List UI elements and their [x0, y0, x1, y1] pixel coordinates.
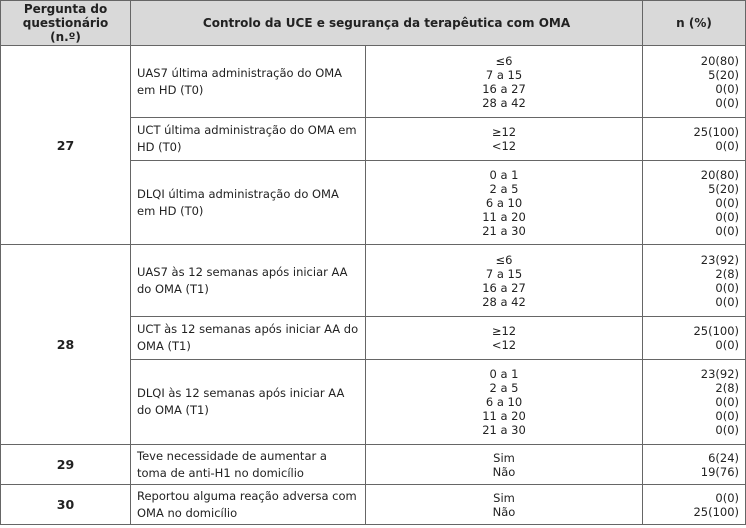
option: 7 a 15: [485, 67, 523, 82]
option: 6 a 10: [485, 395, 523, 409]
values-cell: 0(0) 25(100): [642, 484, 746, 525]
header-control: Controlo da UCE e segurança da terapêuti…: [129, 0, 644, 46]
option: 11 a 20: [482, 209, 526, 224]
value: 20(80): [700, 167, 740, 182]
value: 0(0): [715, 139, 740, 153]
option: 28 a 42: [482, 95, 526, 110]
option: 7 a 15: [485, 266, 523, 281]
value: 23(92): [700, 252, 740, 267]
value: 25(100): [693, 125, 740, 139]
option: 11 a 20: [482, 409, 526, 423]
row: DLQI às 12 semanas após iniciar AA do OM…: [1, 359, 746, 445]
option: 2 a 5: [489, 381, 519, 395]
item-label: UAS7 às 12 semanas após iniciar AA do OM…: [130, 244, 366, 317]
row: UCT última administração do OMA em HD (T…: [1, 117, 746, 161]
value: 25(100): [693, 504, 740, 519]
values-cell: 6(24) 19(76): [642, 444, 746, 485]
option: Não: [492, 464, 516, 479]
value: 2(8): [715, 266, 740, 281]
value: 0(0): [715, 395, 740, 409]
option: 0 a 1: [489, 367, 519, 381]
value: 0(0): [715, 223, 740, 238]
item-label: UCT às 12 semanas após iniciar AA do OMA…: [130, 316, 366, 360]
value: 2(8): [715, 381, 740, 395]
options-cell: ≤6 7 a 15 16 a 27 28 a 42: [364, 45, 644, 118]
row: 29 Teve necessidade de aumentar a toma de…: [0, 444, 746, 485]
options-cell: Sim Não: [364, 484, 644, 525]
value: 6(24): [708, 450, 740, 465]
options-cell: ≥12 <12: [364, 117, 644, 161]
values-cell: 23(92) 2(8) 0(0) 0(0) 0(0): [642, 359, 746, 445]
item-label: DLQI última administração do OMA em HD (…: [130, 160, 366, 245]
row: DLQI última administração do OMA em HD (…: [1, 160, 746, 245]
option: <12: [491, 338, 517, 352]
options-cell: ≥12 <12: [364, 316, 644, 360]
value: 5(20): [708, 67, 740, 82]
value: 25(100): [693, 324, 740, 338]
option: 16 a 27: [482, 280, 526, 295]
value: 0(0): [715, 195, 740, 210]
values-cell: 25(100) 0(0): [642, 117, 746, 161]
item-label: Teve necessidade de aumentar a toma de a…: [130, 444, 366, 485]
option: Sim: [493, 450, 515, 465]
option: 28 a 42: [482, 294, 526, 309]
row: UCT às 12 semanas após iniciar AA do OMA…: [1, 316, 746, 360]
values-cell: 20(80) 5(20) 0(0) 0(0) 0(0): [642, 160, 746, 245]
values-cell: 20(80) 5(20) 0(0) 0(0): [642, 45, 746, 118]
option: 0 a 1: [489, 167, 519, 182]
value: 0(0): [715, 95, 740, 110]
values-cell: 23(92) 2(8) 0(0) 0(0): [642, 244, 746, 317]
value: 0(0): [715, 409, 740, 423]
question-number: 28: [0, 244, 131, 445]
option: <12: [491, 139, 517, 153]
value: 0(0): [715, 280, 740, 295]
option: 16 a 27: [482, 81, 526, 96]
row: 28 UAS7 às 12 semanas após iniciar AA do …: [0, 244, 746, 445]
item-label: DLQI às 12 semanas após iniciar AA do OM…: [130, 359, 366, 445]
option: ≤6: [495, 252, 513, 267]
value: 0(0): [715, 490, 740, 505]
options-cell: Sim Não: [364, 444, 644, 485]
question-number: 27: [0, 45, 131, 245]
value: 0(0): [715, 338, 740, 352]
option: 6 a 10: [485, 195, 523, 210]
option: ≤6: [495, 53, 513, 68]
question-number: 30: [0, 484, 131, 525]
value: 0(0): [715, 81, 740, 96]
option: ≥12: [491, 125, 517, 139]
values-cell: 25(100) 0(0): [642, 316, 746, 360]
value: 19(76): [700, 464, 740, 479]
value: 23(92): [700, 367, 740, 381]
item-label: UAS7 última administração do OMA em HD (…: [130, 45, 366, 118]
option: 21 a 30: [482, 423, 526, 437]
value: 0(0): [715, 423, 740, 437]
header-n: n (%): [642, 0, 746, 46]
option: 21 a 30: [482, 223, 526, 238]
option: Não: [492, 504, 516, 519]
option: 2 a 5: [489, 181, 519, 196]
row: 27 UAS7 última administração do OMA em HD…: [0, 45, 746, 245]
question-number: 29: [0, 444, 131, 485]
header-row: Pergunta do questionário (n.º) Controlo …: [0, 0, 746, 46]
value: 20(80): [700, 53, 740, 68]
value: 0(0): [715, 294, 740, 309]
option: ≥12: [491, 324, 517, 338]
options-cell: ≤6 7 a 15 16 a 27 28 a 42: [364, 244, 644, 317]
header-question: Pergunta do questionário (n.º): [0, 0, 131, 46]
item-label: UCT última administração do OMA em HD (T…: [130, 117, 366, 161]
value: 5(20): [708, 181, 740, 196]
item-label: Reportou alguma reação adversa com OMA n…: [130, 484, 366, 525]
value: 0(0): [715, 209, 740, 224]
option: Sim: [493, 490, 515, 505]
row: 30 Reportou alguma reação adversa com OMA…: [0, 484, 746, 525]
